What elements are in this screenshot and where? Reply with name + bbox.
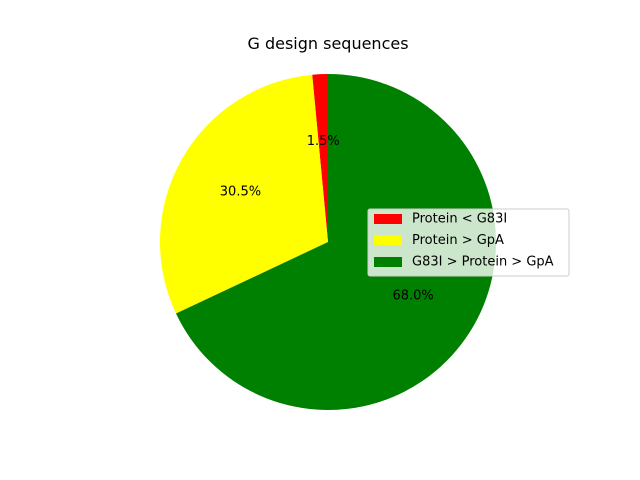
legend-label-1: Protein < G83I (412, 212, 507, 227)
pie-slice-1 (312, 74, 328, 242)
legend: Protein < G83I Protein > GpA G83I > Protei… (367, 208, 570, 277)
chart-title: G design sequences (247, 34, 408, 53)
legend-label-3: G83I > Protein > GpA (412, 255, 554, 270)
pie-slices (160, 74, 496, 410)
percent-label-3: 68.0% (392, 289, 433, 304)
legend-frame (367, 208, 570, 277)
legend-label-2: Protein > GpA (412, 233, 504, 248)
legend-swatch-2 (374, 235, 402, 246)
pie-slice-2 (160, 74, 328, 314)
percent-label-1: 1.5% (307, 134, 340, 149)
percent-labels: 1.5% 30.5% 68.0% (220, 134, 434, 304)
percent-label-2: 30.5% (220, 185, 261, 200)
legend-swatch-3 (374, 257, 402, 267)
legend-swatch-1 (374, 214, 402, 224)
pie-slice-3 (175, 74, 496, 410)
